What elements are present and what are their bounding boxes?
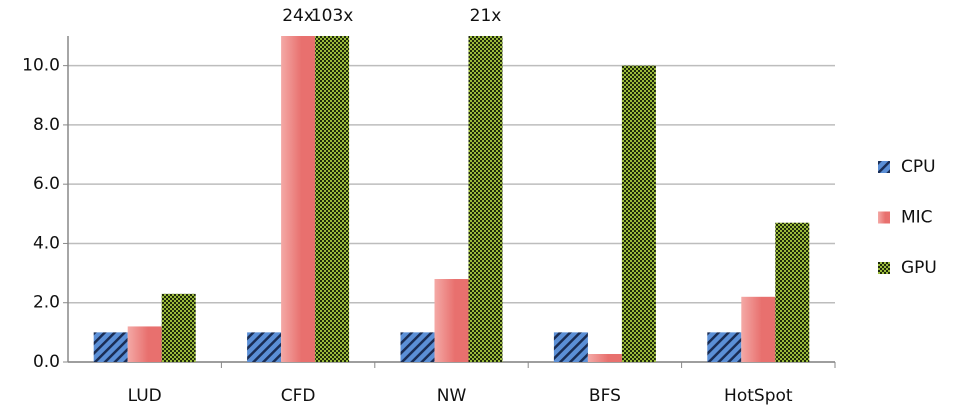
y-tick-label: 6.0 [33,174,60,194]
bar [93,332,128,362]
legend-swatch [878,161,890,173]
x-tick-label: CFD [281,386,316,406]
legend-label: CPU [901,157,936,177]
x-tick-label: NW [437,386,467,406]
bar [775,222,810,362]
legend-swatch [878,262,890,274]
bar [281,36,316,362]
y-tick-label: 8.0 [33,115,60,135]
legend-label: MIC [901,208,933,228]
bar [621,65,656,362]
value-label: 21x [470,6,502,26]
y-tick-label: 0.0 [33,352,60,372]
value-label: 103x [311,6,354,26]
legend-label: GPU [901,258,937,278]
legend-swatch [878,211,890,224]
x-tick-label: BFS [589,386,621,406]
y-tick-label: 2.0 [33,293,60,313]
bar [707,332,742,362]
y-tick-label: 4.0 [33,233,60,253]
bar [587,353,622,362]
bar [247,332,282,362]
bar [434,279,469,362]
bar [400,332,435,362]
value-label: 24x [282,6,314,26]
x-tick-label: LUD [128,386,162,406]
bar [553,332,588,362]
bar [161,293,196,362]
bar [127,326,162,362]
bar [741,296,776,362]
bar [315,36,350,362]
y-tick-label: 10.0 [22,56,60,76]
x-tick-label: HotSpot [724,386,793,406]
bar [468,36,503,362]
